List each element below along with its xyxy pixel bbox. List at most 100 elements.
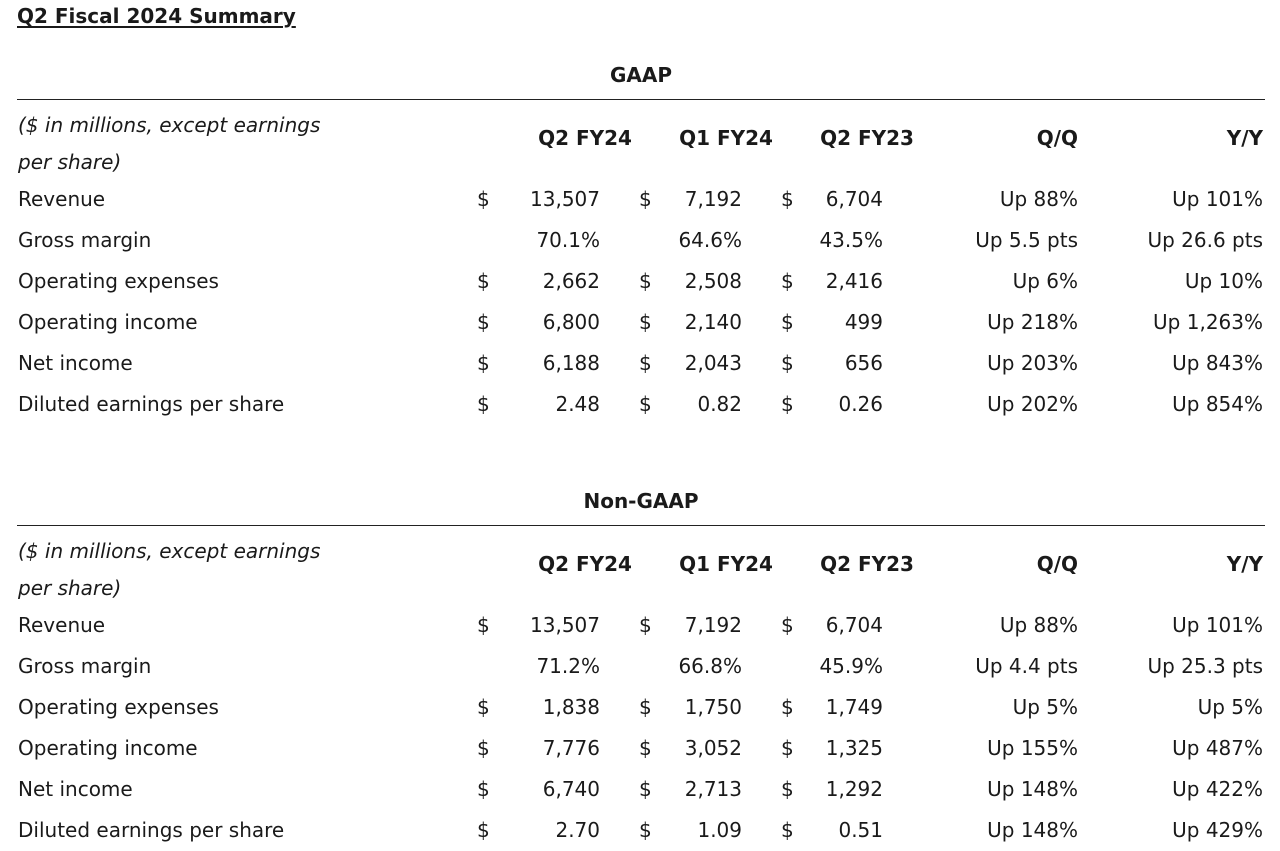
q2fy23-currency: $	[781, 777, 794, 801]
yy-change: Up 843%	[1172, 351, 1263, 375]
units-note: ($ in millions, except earnings per shar…	[18, 533, 348, 607]
column-header-qq: Q/Q	[1036, 126, 1078, 150]
q1fy24-value: 7,192	[684, 187, 742, 211]
q1fy24-currency: $	[639, 392, 652, 416]
yy-change: Up 487%	[1172, 736, 1263, 760]
column-header-q2fy24: Q2 FY24	[538, 126, 632, 150]
column-header-q2fy23: Q2 FY23	[820, 552, 914, 576]
q1fy24-currency: $	[639, 613, 652, 637]
qq-change: Up 155%	[987, 736, 1078, 760]
column-header-yy: Y/Y	[1226, 552, 1263, 576]
qq-change: Up 88%	[999, 187, 1078, 211]
row-label: Diluted earnings per share	[18, 818, 285, 842]
q1fy24-currency: $	[639, 269, 652, 293]
q2fy23-currency: $	[781, 187, 794, 211]
q2fy23-value: 43.5%	[819, 228, 883, 252]
yy-change: Up 101%	[1172, 613, 1263, 637]
q2fy23-value: 656	[844, 351, 883, 375]
column-header-q1fy24: Q1 FY24	[679, 552, 773, 576]
table-row: Operating income $7,776 $3,052 $1,325 Up 155…	[17, 728, 1265, 769]
qq-change: Up 5%	[1012, 695, 1078, 719]
q2fy24-value: 6,188	[542, 351, 600, 375]
q2fy24-currency: $	[477, 613, 490, 637]
q1fy24-value: 2,508	[684, 269, 742, 293]
table-row: Operating income $6,800 $2,140 $499 Up 218% U…	[17, 302, 1265, 343]
q2fy23-value: 1,325	[825, 736, 883, 760]
yy-change: Up 5%	[1197, 695, 1263, 719]
row-label: Revenue	[18, 613, 106, 637]
table-row: Gross margin 70.1% 64.6% 43.5% Up 5.5 pts Up …	[17, 220, 1265, 261]
column-header-q2fy23: Q2 FY23	[820, 126, 914, 150]
units-note-line2: per share)	[18, 576, 122, 600]
yy-change: Up 10%	[1184, 269, 1263, 293]
qq-change: Up 202%	[987, 392, 1078, 416]
column-header-q1fy24: Q1 FY24	[679, 126, 773, 150]
units-note-line1: ($ in millions, except earnings	[18, 539, 321, 563]
q2fy24-value: 70.1%	[536, 228, 600, 252]
row-label: Net income	[18, 351, 133, 375]
q2fy24-value: 6,740	[542, 777, 600, 801]
units-note-line1: ($ in millions, except earnings	[18, 113, 321, 137]
units-note-line2: per share)	[18, 150, 122, 174]
row-label: Operating expenses	[18, 269, 219, 293]
qq-change: Up 6%	[1012, 269, 1078, 293]
q1fy24-value: 2,713	[684, 777, 742, 801]
q2fy24-value: 2,662	[542, 269, 600, 293]
table-row: Gross margin 71.2% 66.8% 45.9% Up 4.4 pts Up …	[17, 646, 1265, 687]
q2fy23-currency: $	[781, 695, 794, 719]
q2fy23-currency: $	[781, 310, 794, 334]
q1fy24-currency: $	[639, 310, 652, 334]
q1fy24-currency: $	[639, 351, 652, 375]
q2fy24-value: 6,800	[542, 310, 600, 334]
table-row: Revenue $13,507 $7,192 $6,704 Up 88% Up 101%	[17, 179, 1265, 220]
table-row: Operating expenses $1,838 $1,750 $1,749 Up 5…	[17, 687, 1265, 728]
q1fy24-value: 1.09	[697, 818, 742, 842]
qq-change: Up 148%	[987, 777, 1078, 801]
q2fy23-value: 6,704	[825, 187, 883, 211]
yy-change: Up 101%	[1172, 187, 1263, 211]
q2fy24-value: 7,776	[542, 736, 600, 760]
q2fy24-currency: $	[477, 269, 490, 293]
table-row: Net income $6,188 $2,043 $656 Up 203% Up 843%	[17, 343, 1265, 384]
q2fy23-currency: $	[781, 736, 794, 760]
q2fy24-currency: $	[477, 695, 490, 719]
q2fy23-value: 2,416	[825, 269, 883, 293]
q2fy24-value: 2.48	[555, 392, 600, 416]
q1fy24-value: 3,052	[684, 736, 742, 760]
yy-change: Up 26.6 pts	[1147, 228, 1263, 252]
row-label: Gross margin	[18, 228, 152, 252]
q2fy24-currency: $	[477, 351, 490, 375]
q1fy24-value: 0.82	[697, 392, 742, 416]
q2fy24-value: 2.70	[555, 818, 600, 842]
yy-change: Up 25.3 pts	[1147, 654, 1263, 678]
row-label: Operating income	[18, 736, 198, 760]
table-row: Diluted earnings per share $2.48 $0.82 $0.2…	[17, 384, 1265, 425]
q2fy23-currency: $	[781, 351, 794, 375]
section-title: Non-GAAP	[583, 489, 699, 513]
q2fy24-currency: $	[477, 310, 490, 334]
q2fy23-value: 1,292	[825, 777, 883, 801]
qq-change: Up 203%	[987, 351, 1078, 375]
q2fy23-currency: $	[781, 269, 794, 293]
qq-change: Up 148%	[987, 818, 1078, 842]
q2fy23-currency: $	[781, 392, 794, 416]
q2fy24-currency: $	[477, 736, 490, 760]
yy-change: Up 429%	[1172, 818, 1263, 842]
q2fy24-value: 1,838	[542, 695, 600, 719]
q2fy23-value: 0.26	[838, 392, 883, 416]
row-label: Revenue	[18, 187, 106, 211]
row-label: Gross margin	[18, 654, 152, 678]
q2fy23-value: 45.9%	[819, 654, 883, 678]
q1fy24-currency: $	[639, 777, 652, 801]
gaap-section: GAAP ($ in millions, except earnings per…	[17, 63, 1265, 433]
q2fy23-value: 6,704	[825, 613, 883, 637]
yy-change: Up 1,263%	[1153, 310, 1263, 334]
q1fy24-value: 2,043	[684, 351, 742, 375]
q2fy23-currency: $	[781, 818, 794, 842]
units-note: ($ in millions, except earnings per shar…	[18, 107, 348, 181]
row-label: Diluted earnings per share	[18, 392, 285, 416]
non-gaap-section: Non-GAAP ($ in millions, except earnings…	[17, 489, 1265, 849]
section-divider	[17, 525, 1265, 526]
q2fy23-value: 1,749	[825, 695, 883, 719]
q2fy24-currency: $	[477, 818, 490, 842]
